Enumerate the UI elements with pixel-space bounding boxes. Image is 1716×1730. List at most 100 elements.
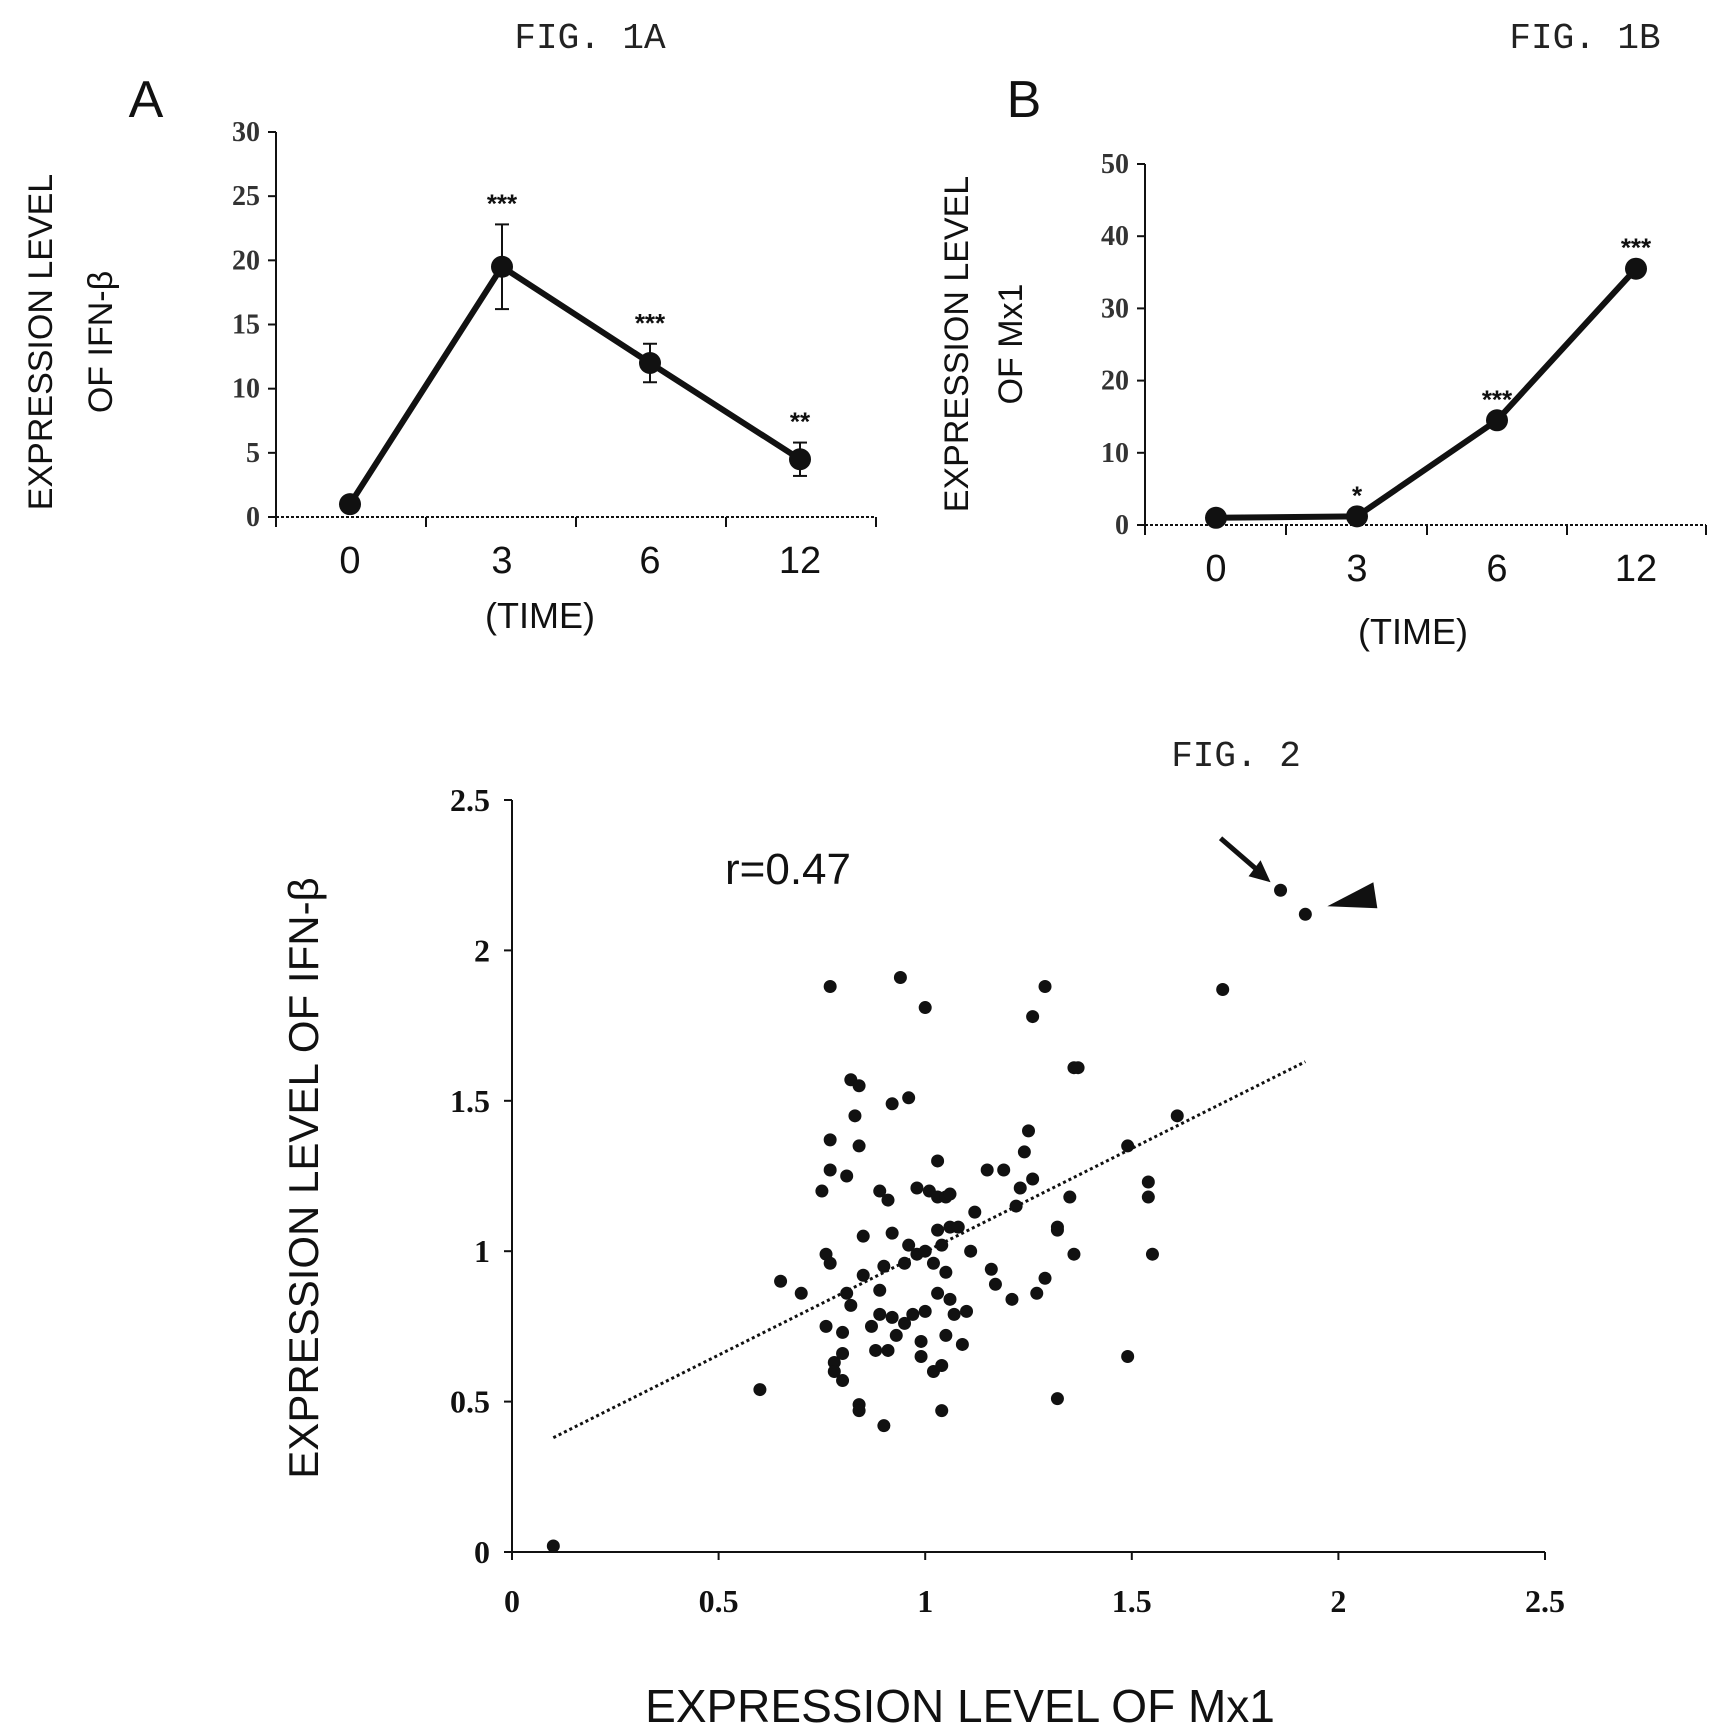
fig1a-ytick-label: 30 [232,117,260,148]
fig2-data-point [823,1133,837,1147]
fig1a-significance-marker: ** [790,407,811,437]
fig2-data-point [1050,1392,1064,1406]
fig2-data-point [840,1286,854,1300]
fig1a-xlabel: (TIME) [485,595,595,636]
fig2-data-point [877,1259,891,1273]
fig1a-data-point [639,352,661,374]
fig2-data-point [964,1244,978,1258]
fig2-data-point [889,1328,903,1342]
fig2-data-point [1170,1109,1184,1123]
fig2-data-point [902,1238,916,1252]
fig1a-significance-marker: *** [635,308,666,338]
fig2-ylabel: EXPRESSION LEVEL OF IFN-β [280,877,327,1478]
fig2-data-point [918,1244,932,1258]
fig1b-significance-marker: *** [1621,233,1652,263]
fig2-data-point [980,1163,994,1177]
fig2-data-point [1013,1181,1027,1195]
fig2-data-point [877,1419,891,1433]
fig2-data-point [1022,1124,1035,1138]
fig1b-data-point [1486,409,1508,432]
fig2-data-point [823,1256,837,1270]
fig1b-panel: FIG. 1B B EXPRESSION LEVEL OF Mx1 0 10 20 3… [938,18,1707,652]
fig2-data-point [856,1268,870,1282]
fig2-data-point [873,1307,887,1321]
fig1b-ytick-label: 10 [1101,438,1129,469]
fig1a-xtick-label: 6 [639,540,660,582]
fig2-ytick-label: 0.5 [450,1384,490,1420]
fig2-data-point [1141,1175,1155,1189]
fig2-xlabel: EXPRESSION LEVEL OF Mx1 [645,1680,1275,1730]
fig2-data-point [794,1286,808,1300]
fig2-data-point [827,1355,841,1369]
fig2-data-point [997,1163,1011,1177]
fig2-data-point [1038,979,1052,993]
fig2-data-point [988,1277,1002,1291]
fig1a-data-point [339,493,361,516]
fig2-data-point [939,1265,953,1279]
fig2-data-point [906,1307,920,1321]
fig2-data-point [935,1238,949,1252]
fig2-data-point [869,1343,883,1357]
fig1b-series-line [1215,266,1639,521]
fig2-xtick-label: 2 [1330,1583,1346,1619]
fig1a-figure-label: FIG. 1A [514,18,666,59]
fig2-data-point [914,1349,928,1363]
fig1b-data-point [1625,257,1647,280]
fig2-data-point [951,1220,965,1234]
fig1b-ytick-label: 50 [1101,149,1129,180]
fig1a-ytick-label: 20 [232,245,260,276]
fig1b-data-point [1205,506,1227,529]
fig2-data-point [931,1286,945,1300]
fig2-data-point [852,1139,866,1153]
fig1a-ytick-label: 5 [246,438,260,469]
fig1b-significance-marker: * [1352,480,1363,510]
fig1a-panel: FIG. 1A A EXPRESSION LEVEL OF IFN-β 0 5 10… [22,18,877,636]
fig2-ytick-label: 0 [474,1534,490,1570]
fig2-data-point [885,1226,899,1240]
fig2-data-point [926,1256,940,1270]
fig2-arrow-head [1248,860,1271,883]
fig2-xtick-label: 1 [917,1583,933,1619]
fig2-data-point [856,1229,870,1243]
fig1b-figure-label: FIG. 1B [1509,18,1660,59]
fig2-data-point [914,1334,928,1348]
fig1a-ytick-label: 15 [232,310,260,341]
fig2-data-point [546,1539,560,1553]
fig2-figure-label: FIG. 2 [1171,736,1301,777]
fig2-data-point [852,1079,866,1093]
fig2-data-point [1017,1145,1031,1159]
fig2-data-point [864,1319,878,1333]
fig2-data-point [885,1097,899,1111]
fig1b-data-point [1346,505,1368,528]
fig2-xtick-label: 0 [504,1583,520,1619]
fig2-data-point [1145,1247,1159,1261]
fig1b-xtick-label: 3 [1346,548,1367,590]
fig2-data-point [935,1404,949,1418]
fig1a-xtick-label: 12 [779,540,821,582]
fig2-data-point [902,1091,916,1105]
fig2-data-point [1121,1139,1135,1153]
fig2-data-point [774,1274,788,1288]
fig2-data-point [881,1193,895,1207]
fig2-data-point [1005,1292,1019,1306]
fig2-data-point [955,1337,969,1351]
fig2-ytick-label: 1.5 [450,1083,490,1119]
fig1b-ylabel-line1: EXPRESSION LEVEL [938,176,976,512]
fig2-data-point [873,1184,887,1198]
fig2-data-point [918,1304,932,1318]
fig1b-ytick-label: 30 [1101,293,1129,324]
fig2-correlation-annotation: r=0.47 [725,845,851,894]
fig2-ytick-label: 2 [474,932,490,968]
fig2-xtick-label: 1.5 [1112,1583,1152,1619]
fig2-xtick-label: 0.5 [699,1583,739,1619]
fig2-data-point [939,1328,953,1342]
fig2-data-point [836,1374,850,1388]
fig2-data-point [852,1404,866,1418]
fig2-data-point [1050,1220,1064,1234]
fig2-data-point [848,1109,862,1123]
fig2-data-point [960,1304,974,1318]
fig1a-ytick-label: 0 [246,502,260,533]
fig2-data-point [844,1298,858,1312]
fig1a-data-point [789,448,811,471]
fig2-data-point [1063,1190,1077,1204]
